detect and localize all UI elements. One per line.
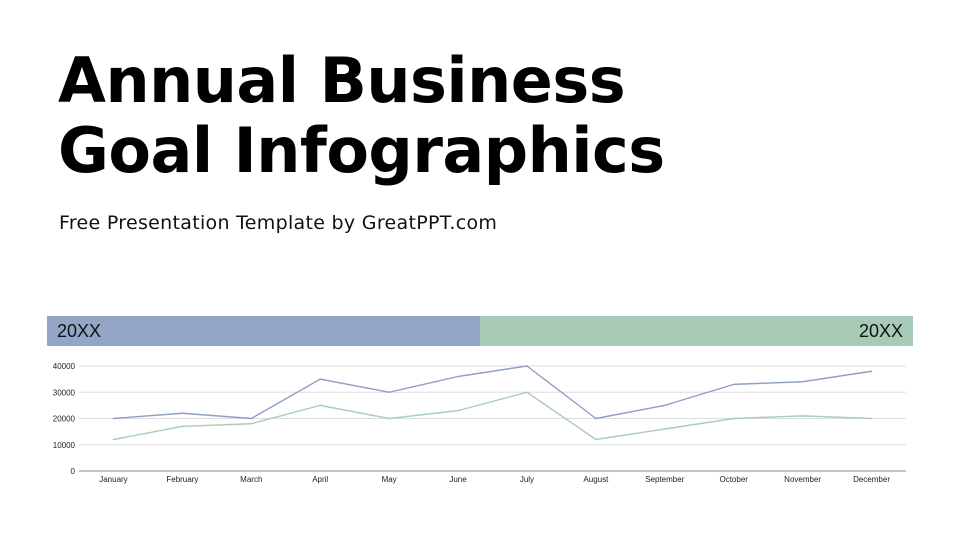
- title-line-2: Goal Infographics: [58, 114, 665, 187]
- data-point: [732, 383, 735, 386]
- data-point: [250, 417, 253, 420]
- data-point: [181, 425, 184, 428]
- data-point: [250, 422, 253, 425]
- slide-title: Annual Business Goal Infographics: [58, 46, 665, 186]
- y-tick-label: 20000: [53, 415, 76, 424]
- x-tick-label: November: [784, 475, 821, 484]
- x-tick-label: September: [645, 475, 684, 484]
- series-line-1: [113, 365, 872, 420]
- y-tick-label: 10000: [53, 441, 76, 450]
- x-tick-label: December: [853, 475, 890, 484]
- year-band-right-label: 20XX: [858, 320, 903, 341]
- x-tick-label: May: [382, 475, 397, 484]
- line-chart: 0 10000 20000 30000 40000 January February Marc…: [53, 362, 906, 484]
- data-point: [112, 417, 115, 420]
- data-point: [595, 438, 597, 441]
- y-tick-label: 0: [71, 467, 76, 476]
- x-tick-label: February: [166, 475, 198, 484]
- series-line-2: [113, 391, 872, 441]
- year-band-right: 20XX: [480, 316, 913, 346]
- x-tick-label: April: [312, 475, 328, 484]
- data-point: [457, 375, 459, 378]
- data-point: [870, 417, 873, 420]
- data-point: [457, 409, 459, 412]
- y-tick-label: 40000: [53, 362, 76, 371]
- x-tick-label: January: [99, 475, 127, 484]
- data-point: [112, 438, 115, 441]
- x-tick-label: March: [240, 475, 262, 484]
- data-point: [663, 404, 666, 407]
- year-band-left: 20XX: [47, 316, 480, 346]
- y-tick-label: 30000: [53, 388, 76, 397]
- title-line-1: Annual Business: [58, 44, 626, 117]
- data-point: [526, 391, 528, 394]
- data-point: [801, 415, 804, 417]
- data-point: [388, 417, 390, 420]
- data-point: [663, 428, 666, 430]
- data-point: [870, 370, 873, 373]
- year-band-left-label: 20XX: [57, 320, 102, 341]
- x-tick-label: July: [520, 475, 534, 484]
- data-point: [732, 417, 735, 420]
- data-point: [388, 391, 390, 394]
- data-point: [801, 380, 804, 383]
- x-tick-label: June: [449, 475, 467, 484]
- data-point: [319, 404, 322, 407]
- data-point: [319, 378, 322, 380]
- x-tick-label: August: [583, 475, 609, 484]
- x-tick-label: October: [719, 475, 748, 484]
- data-point: [181, 412, 184, 415]
- data-point: [595, 417, 597, 420]
- slide-subtitle: Free Presentation Template by GreatPPT.c…: [59, 212, 498, 234]
- data-point: [526, 365, 528, 367]
